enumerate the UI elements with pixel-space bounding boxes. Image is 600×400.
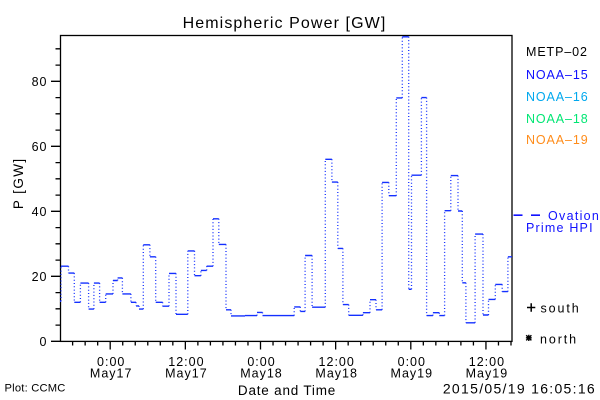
svg-text:2015/05/19 16:05:16: 2015/05/19 16:05:16 <box>443 381 596 397</box>
svg-text:0:00: 0:00 <box>247 355 275 369</box>
svg-text:P [GW]: P [GW] <box>11 157 26 209</box>
svg-text:May18: May18 <box>315 367 358 381</box>
svg-text:12:00: 12:00 <box>469 355 505 369</box>
svg-text:NOAA–15: NOAA–15 <box>526 68 589 82</box>
svg-text:0:00: 0:00 <box>398 355 426 369</box>
svg-text:20: 20 <box>32 270 48 284</box>
svg-text:80: 80 <box>32 75 48 89</box>
svg-text:Hemispheric Power [GW]: Hemispheric Power [GW] <box>183 15 387 32</box>
svg-text:May17: May17 <box>90 367 133 381</box>
svg-text:METP–02: METP–02 <box>526 45 588 59</box>
svg-text:0: 0 <box>40 335 48 349</box>
svg-text:12:00: 12:00 <box>319 355 355 369</box>
svg-text:Ovation: Ovation <box>548 209 600 223</box>
svg-text:0:00: 0:00 <box>97 355 125 369</box>
svg-text:south: south <box>541 301 581 315</box>
svg-text:40: 40 <box>32 205 48 219</box>
svg-text:60: 60 <box>32 140 48 154</box>
svg-text:NOAA–19: NOAA–19 <box>526 133 589 147</box>
svg-text:May19: May19 <box>466 367 509 381</box>
svg-text:NOAA–16: NOAA–16 <box>526 90 589 104</box>
svg-text:May19: May19 <box>391 367 434 381</box>
svg-text:May18: May18 <box>240 367 283 381</box>
svg-text:Prime HPI: Prime HPI <box>526 221 594 235</box>
svg-text:Date and Time: Date and Time <box>238 383 336 398</box>
svg-text:NOAA–18: NOAA–18 <box>526 112 589 126</box>
svg-text:12:00: 12:00 <box>168 355 204 369</box>
svg-text:May17: May17 <box>165 367 208 381</box>
svg-text:north: north <box>540 332 578 346</box>
svg-text:Plot: CCMC: Plot: CCMC <box>5 383 66 395</box>
